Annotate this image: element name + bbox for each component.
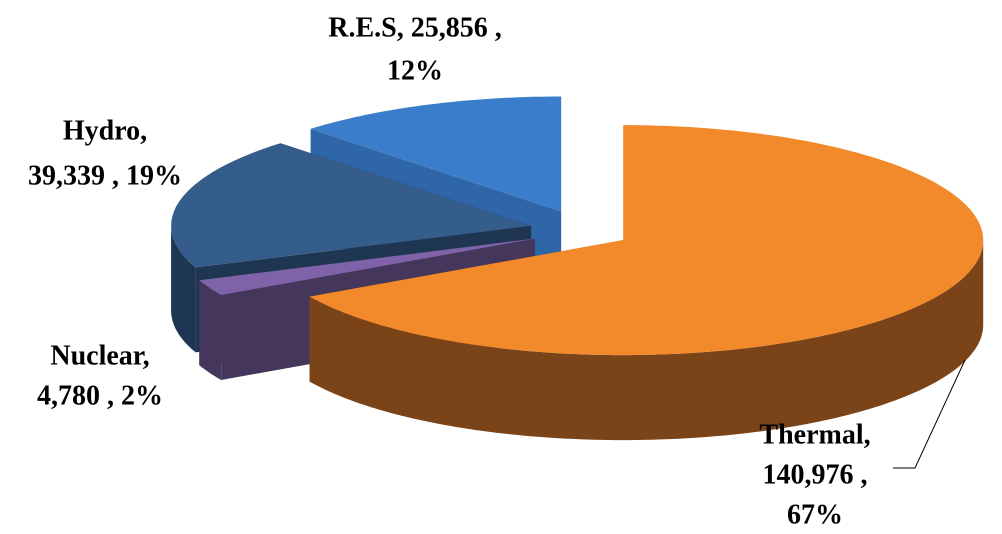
slice <box>310 96 562 212</box>
data-label: 140,976 , <box>763 459 868 490</box>
slice <box>309 125 984 356</box>
data-label: 67% <box>787 499 843 530</box>
data-label: Nuclear, <box>50 340 149 371</box>
data-label: Thermal, <box>759 419 870 450</box>
data-label: R.E.S, 25,856 , <box>328 12 501 43</box>
slice <box>199 238 535 295</box>
slice-side <box>171 225 196 353</box>
slice <box>171 143 532 268</box>
data-label: 4,780 , 2% <box>37 380 163 411</box>
data-label: 39,339 , 19% <box>28 160 182 191</box>
data-label: 12% <box>387 55 443 86</box>
leader-line <box>893 359 966 469</box>
slice-side <box>309 240 984 441</box>
data-label: Hydro, <box>63 115 147 146</box>
slice-side <box>199 280 222 380</box>
